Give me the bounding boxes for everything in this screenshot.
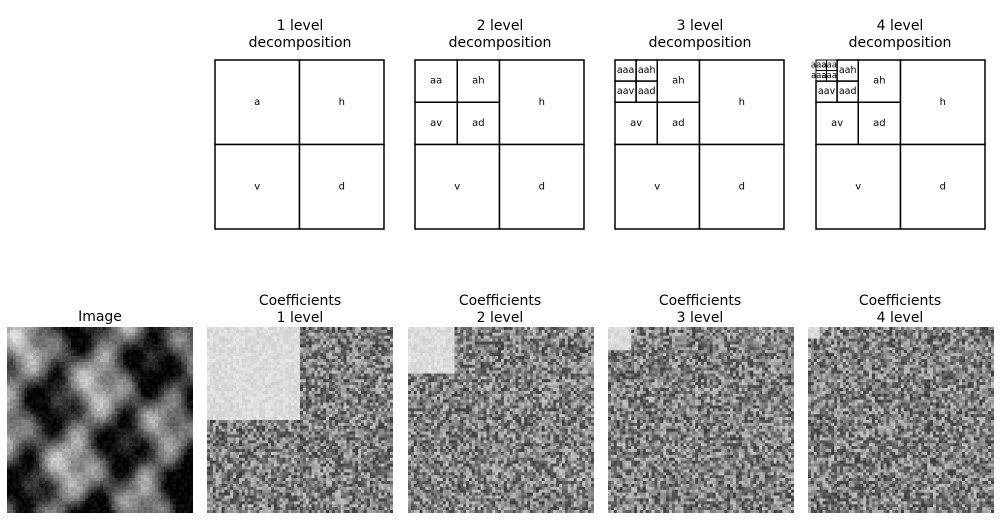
subband-label: aad bbox=[638, 86, 656, 97]
subband-box bbox=[214, 59, 301, 146]
subband-box bbox=[815, 101, 859, 146]
decomposition-diagram-3: aaa aah aav aad ah av ad h v d bbox=[614, 59, 785, 230]
subband-box bbox=[614, 143, 701, 230]
subband-label: d bbox=[940, 181, 946, 192]
subband-box bbox=[857, 101, 902, 146]
title-line: Coefficients bbox=[200, 293, 400, 310]
subband-label: d bbox=[539, 181, 545, 192]
subband-label: aah bbox=[638, 65, 656, 76]
subband-box bbox=[414, 143, 501, 230]
subband-label: aaav bbox=[811, 71, 832, 81]
subband-box bbox=[857, 59, 902, 103]
original-image-svg bbox=[7, 327, 193, 513]
title-line: decomposition bbox=[200, 35, 400, 52]
subband-label: v bbox=[855, 181, 861, 192]
subband-label: h bbox=[940, 97, 946, 108]
decomposition-diagram-4: aaaa aaah aaav aaad aah aav aad ah av ad h v d bbox=[811, 59, 986, 230]
subband-label: av bbox=[630, 118, 642, 129]
decomposition-diagram-1: a h v d bbox=[214, 59, 385, 230]
title-line: 3 level bbox=[600, 18, 800, 35]
coefficients-svg bbox=[608, 327, 794, 513]
coefficients-svg bbox=[808, 327, 994, 513]
subband-box bbox=[456, 101, 501, 146]
title-line: 1 level bbox=[200, 18, 400, 35]
subband-label: aad bbox=[839, 86, 857, 97]
coefficients-title-2: Coefficients 2 level bbox=[400, 293, 600, 327]
title-line: decomposition bbox=[800, 35, 1000, 52]
subband-label: av bbox=[430, 118, 442, 129]
subband-label: ad bbox=[873, 118, 885, 129]
decomposition-svg: aa ah av ad h v d bbox=[414, 59, 585, 230]
coefficients-title-3: Coefficients 3 level bbox=[600, 293, 800, 327]
coefficients-title-4: Coefficients 4 level bbox=[800, 293, 1000, 327]
decomposition-svg: a h v d bbox=[214, 59, 385, 230]
original-image bbox=[7, 327, 193, 513]
title-line: decomposition bbox=[600, 35, 800, 52]
title-line: 4 level bbox=[800, 18, 1000, 35]
subband-label: ah bbox=[873, 76, 885, 87]
coefficients-svg bbox=[207, 327, 393, 513]
subband-box bbox=[899, 59, 986, 146]
subband-box bbox=[899, 143, 986, 230]
subband-label: aaa bbox=[617, 65, 634, 76]
title-line: Image bbox=[0, 309, 200, 326]
decomposition-title-1: 1 level decomposition bbox=[200, 18, 400, 52]
subband-box bbox=[214, 143, 301, 230]
subband-label: aah bbox=[839, 65, 857, 76]
subband-label: ad bbox=[472, 118, 484, 129]
subband-label: aa bbox=[430, 76, 442, 87]
title-line: Coefficients bbox=[600, 293, 800, 310]
title-line: 3 level bbox=[600, 310, 800, 327]
subband-label: v bbox=[454, 181, 460, 192]
title-line: 1 level bbox=[200, 310, 400, 327]
coefficients-image-3 bbox=[608, 327, 794, 513]
coefficients-title-1: Coefficients 1 level bbox=[200, 293, 400, 327]
subband-box bbox=[498, 143, 585, 230]
subband-box bbox=[698, 143, 785, 230]
subband-label: ad bbox=[672, 118, 684, 129]
subband-label: aaaa bbox=[811, 60, 832, 70]
subband-label: h bbox=[339, 97, 345, 108]
subband-label: aav bbox=[818, 86, 836, 97]
subband-label: d bbox=[339, 181, 345, 192]
subband-box bbox=[298, 59, 385, 146]
subband-label: h bbox=[539, 97, 545, 108]
subband-label: ah bbox=[672, 76, 684, 87]
coefficients-svg bbox=[408, 327, 594, 513]
decomposition-title-3: 3 level decomposition bbox=[600, 18, 800, 52]
subband-label: h bbox=[739, 97, 745, 108]
subband-box bbox=[456, 59, 501, 103]
coefficients-image-4 bbox=[808, 327, 994, 513]
image-title: Image bbox=[0, 309, 200, 326]
subband-label: av bbox=[831, 118, 843, 129]
subband-label: ah bbox=[472, 76, 484, 87]
decomposition-title-2: 2 level decomposition bbox=[400, 18, 600, 52]
subband-label: a bbox=[254, 97, 260, 108]
subband-label: aaah bbox=[821, 60, 842, 70]
subband-label: aav bbox=[617, 86, 635, 97]
coefficients-image-1 bbox=[207, 327, 393, 513]
title-line: Coefficients bbox=[400, 293, 600, 310]
coefficients-image-2 bbox=[408, 327, 594, 513]
decomposition-diagram-2: aa ah av ad h v d bbox=[414, 59, 585, 230]
title-line: 2 level bbox=[400, 18, 600, 35]
decomposition-title-4: 4 level decomposition bbox=[800, 18, 1000, 52]
subband-label: v bbox=[654, 181, 660, 192]
subband-label: aaad bbox=[821, 71, 842, 81]
title-line: 4 level bbox=[800, 310, 1000, 327]
subband-box bbox=[298, 143, 385, 230]
subband-label: d bbox=[739, 181, 745, 192]
title-line: Coefficients bbox=[800, 293, 1000, 310]
title-line: 2 level bbox=[400, 310, 600, 327]
title-line: decomposition bbox=[400, 35, 600, 52]
subband-label: v bbox=[254, 181, 260, 192]
